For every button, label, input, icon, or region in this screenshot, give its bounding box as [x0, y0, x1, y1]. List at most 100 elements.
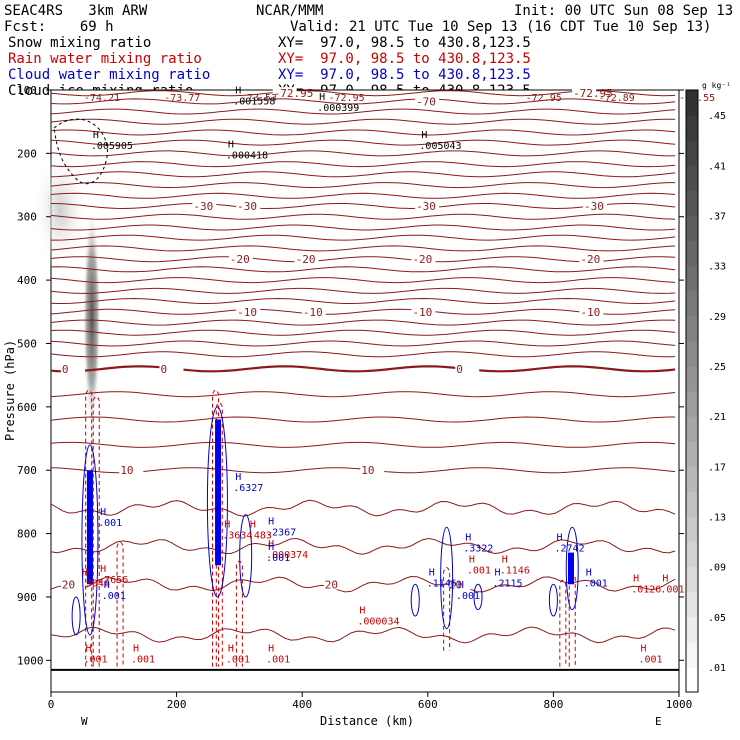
temperature-contour-label: -30 — [237, 200, 257, 213]
temperature-contour-label: -20 — [580, 253, 600, 266]
colorbar-swatch — [686, 416, 698, 442]
y-tick-label: 500 — [17, 337, 37, 350]
cloud-water-max-marker: H — [268, 517, 274, 528]
contour-label-bg — [415, 95, 440, 107]
cloud-water-contour — [410, 583, 420, 617]
contour-label-bg — [159, 362, 184, 374]
temperature-contour — [50, 108, 676, 115]
temperature-contour — [50, 308, 676, 315]
colorbar-swatch — [686, 591, 698, 618]
colorbar-swatch — [686, 566, 698, 593]
colorbar-label: .37 — [708, 211, 726, 222]
temperature-contour — [50, 416, 675, 423]
colorbar-label: .21 — [708, 412, 726, 423]
x-tick-label: 1000 — [666, 698, 693, 711]
colorbar-swatch — [686, 391, 698, 417]
colorbar-label: .33 — [708, 262, 726, 273]
cloud-water-core — [215, 419, 222, 566]
contour-label-bg — [294, 253, 319, 265]
temperature-contour-label: 10 — [361, 464, 374, 477]
y-tick-label: 900 — [17, 591, 37, 604]
snow-value: .000399 — [317, 103, 359, 114]
temperature-contour — [50, 277, 676, 284]
y-tick-label: 200 — [17, 147, 37, 160]
snow-max-marker: H — [228, 140, 234, 151]
institution: NCAR/MMM — [256, 3, 324, 19]
cloud-water-max-marker: H — [586, 567, 592, 578]
contour-label-bg — [583, 199, 608, 211]
temperature-contour — [50, 537, 676, 555]
cloud-water-value: .001 — [584, 578, 608, 589]
top-temperature-label: -74.21 — [84, 93, 120, 104]
rain-value: .001 — [638, 654, 662, 665]
field-label-snow: Snow mixing ratio — [8, 35, 152, 51]
colorbar-label: .41 — [708, 161, 726, 172]
temperature-contour-label: -72.95 — [573, 87, 613, 100]
snow-max-marker: H — [235, 86, 241, 97]
temperature-contour — [50, 287, 676, 294]
cloud-water-max-marker: H — [100, 507, 106, 518]
colorbar-frame — [685, 89, 699, 693]
temperature-contour — [50, 192, 676, 199]
rain-max-marker: H — [359, 605, 365, 616]
rain-max-marker: H — [133, 643, 139, 654]
temperature-contour-label: -10 — [237, 306, 257, 319]
contour-label-bg — [236, 199, 261, 211]
field-xy-rain: XY= 97.0, 98.5 to 430.8,123.5 — [278, 51, 531, 67]
rain-value: .7656 — [98, 575, 128, 586]
cloud-water-max-marker: H — [557, 532, 563, 543]
top-temperature-label: -73.77 — [164, 93, 200, 104]
temperature-contour-label: 0 — [160, 363, 167, 376]
cloud-water-core — [567, 552, 574, 585]
temperature-contour — [50, 340, 676, 347]
temperature-contour — [50, 182, 675, 189]
field-label-rain: Rain water mixing ratio — [8, 51, 202, 67]
snow-max-marker: H — [93, 130, 99, 141]
contour-label-bg — [455, 362, 480, 374]
contour-label-bg — [301, 305, 326, 317]
x-axis-label: Distance (km) — [320, 714, 414, 728]
temperature-contour — [50, 319, 676, 326]
temperature-contour — [50, 139, 676, 146]
colorbar-label: .05 — [708, 613, 726, 624]
colorbar-swatch — [686, 140, 698, 166]
temperature-contour — [50, 213, 676, 220]
temperature-contour — [51, 234, 676, 241]
cloud-water-value: .1146 — [427, 578, 457, 589]
field-xy-cloud-water: XY= 97.0, 98.5 to 430.8,123.5 — [278, 67, 531, 83]
temperature-contour-label: 20 — [325, 578, 338, 591]
cloud-water-contour — [473, 583, 483, 611]
temperature-contour-label: 0 — [456, 363, 463, 376]
rain-max-marker: H — [268, 539, 274, 550]
cloud-water-max-marker: H — [494, 567, 500, 578]
contour-label-bg — [272, 87, 297, 99]
rain-max-marker: H — [250, 520, 256, 531]
colorbar-swatch — [686, 516, 698, 542]
colorbar-swatch — [686, 90, 698, 116]
temperature-contour — [50, 245, 676, 252]
contour-label-bg — [60, 362, 85, 374]
colorbar-label: .45 — [708, 111, 726, 122]
rain-value: .001 — [84, 654, 108, 665]
colorbar-swatch — [686, 290, 698, 317]
colorbar-swatch — [686, 165, 698, 191]
y-tick-label: 400 — [17, 274, 37, 287]
colorbar-label: .25 — [708, 362, 726, 373]
temperature-contour-label: -72.95 — [274, 87, 314, 100]
temperature-contour — [50, 224, 676, 231]
temperature-contour-label: -70 — [416, 95, 436, 108]
colorbar-label: .13 — [708, 512, 726, 523]
rain-max-marker: H — [469, 555, 475, 566]
colorbar-label: .01 — [708, 663, 726, 674]
cloud-water-contour — [548, 583, 558, 617]
contour-label-bg — [323, 578, 348, 590]
colorbar-swatch — [686, 491, 698, 517]
rain-max-marker: H — [100, 564, 106, 575]
snow-value: .001558 — [233, 97, 275, 108]
temperature-contour-label: -30 — [416, 200, 436, 213]
contour-label-bg — [228, 253, 253, 265]
temperature-contour — [50, 129, 676, 136]
y-tick-label: 600 — [17, 401, 37, 414]
rain-max-marker: H — [268, 643, 274, 654]
